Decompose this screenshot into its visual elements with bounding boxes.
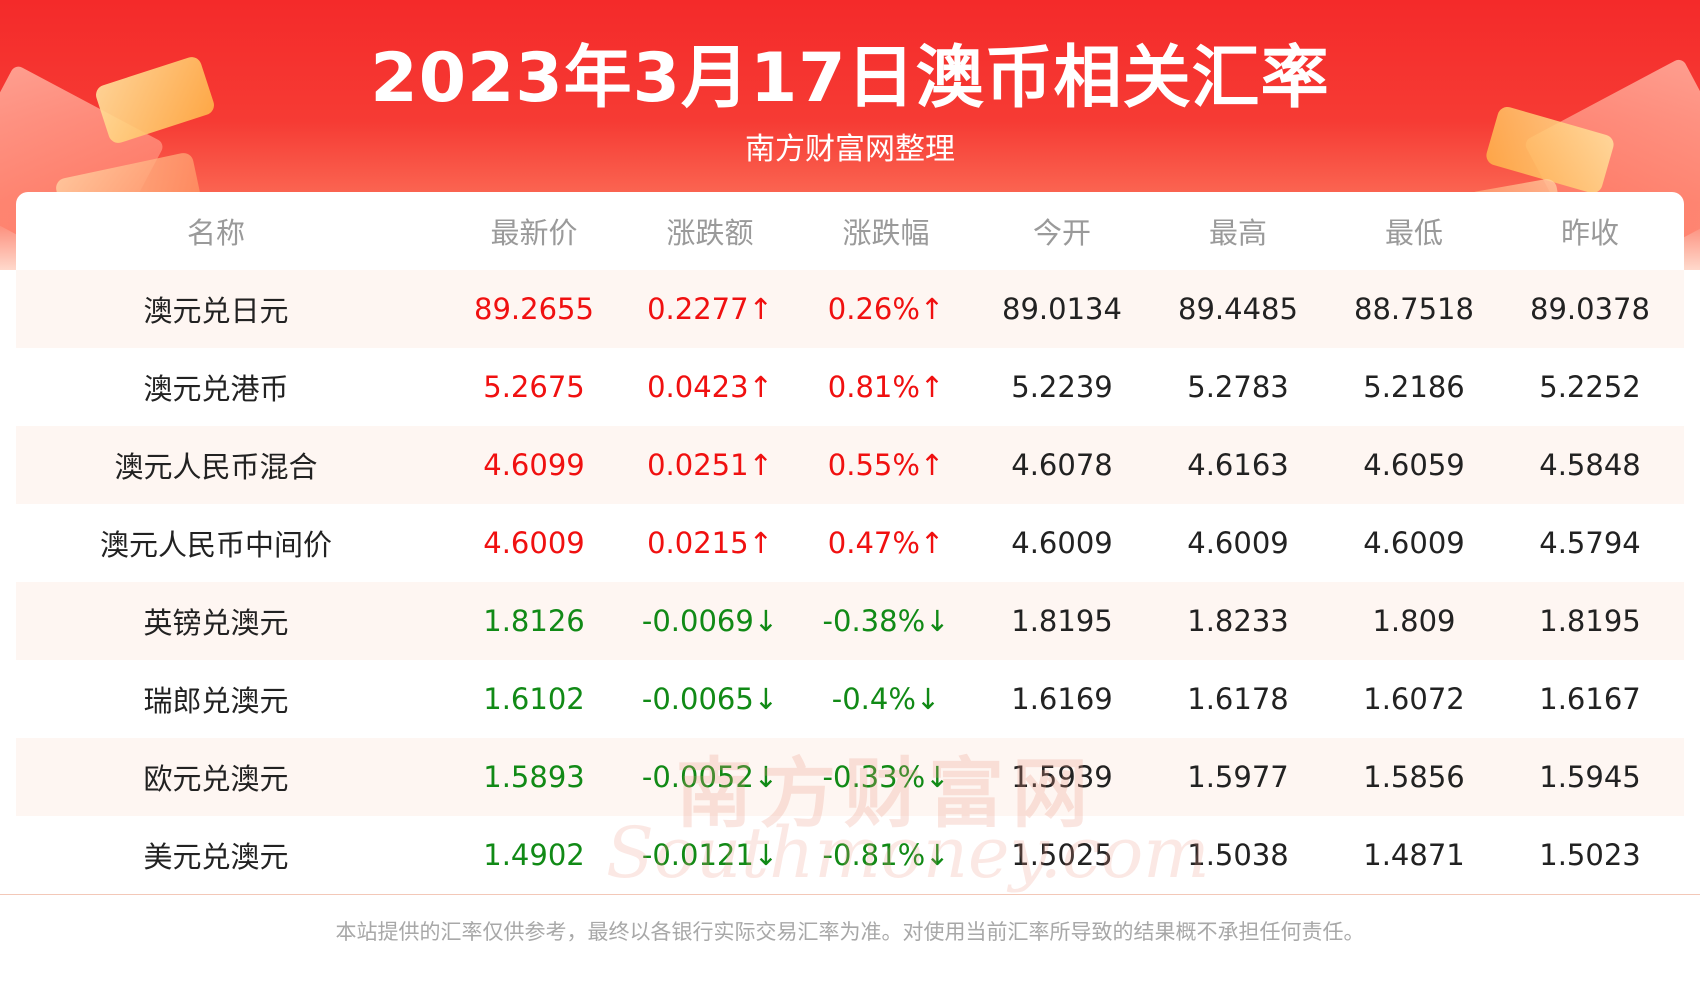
open-price: 1.5939 [1011, 760, 1113, 794]
change-percent: 0.26%↑ [827, 292, 945, 326]
high-price: 89.4485 [1178, 292, 1298, 326]
change-amount: -0.0065↓ [641, 682, 779, 716]
open-price: 1.6169 [1011, 682, 1113, 716]
low-price: 1.5856 [1363, 760, 1465, 794]
change-percent: 0.55%↑ [827, 448, 945, 482]
change-amount: -0.0069↓ [641, 604, 779, 638]
high-price: 1.8233 [1187, 604, 1289, 638]
latest-price: 1.5893 [483, 760, 585, 794]
prev-close: 4.5848 [1539, 448, 1641, 482]
change-percent: -0.33%↓ [822, 760, 950, 794]
high-price: 1.5038 [1187, 838, 1289, 872]
change-amount: -0.0052↓ [641, 760, 779, 794]
open-price: 4.6078 [1011, 448, 1113, 482]
column-header-latest: 最新价 [490, 216, 578, 250]
high-price: 4.6009 [1187, 526, 1289, 560]
exchange-rate-table: 名称 最新价 涨跌额 涨跌幅 今开 最高 最低 昨收 澳元兑日元 89.2655 0… [16, 192, 1684, 894]
table-row: 澳元人民币中间价 4.6009 0.0215↑ 0.47%↑ 4.6009 4.6009 4… [16, 504, 1684, 582]
latest-price: 89.2655 [474, 292, 594, 326]
table-row: 澳元兑港币 5.2675 0.0423↑ 0.81%↑ 5.2239 5.2783 5.21… [16, 348, 1684, 426]
prev-close: 1.6167 [1539, 682, 1641, 716]
latest-price: 1.4902 [483, 838, 585, 872]
high-price: 5.2783 [1187, 370, 1289, 404]
latest-price: 4.6099 [483, 448, 585, 482]
change-percent: 0.81%↑ [827, 370, 945, 404]
table-row: 澳元人民币混合 4.6099 0.0251↑ 0.55%↑ 4.6078 4.6163 4.… [16, 426, 1684, 504]
table-row: 欧元兑澳元 1.5893 -0.0052↓ -0.33%↓ 1.5939 1.5977 1.… [16, 738, 1684, 816]
low-price: 4.6009 [1363, 526, 1465, 560]
open-price: 1.8195 [1011, 604, 1113, 638]
column-header-open: 今开 [1032, 216, 1091, 250]
latest-price: 1.8126 [483, 604, 585, 638]
row-name: 澳元兑港币 [143, 372, 289, 406]
low-price: 5.2186 [1363, 370, 1465, 404]
page-title: 2023年3月17日澳币相关汇率 [370, 39, 1330, 118]
low-price: 1.6072 [1363, 682, 1465, 716]
row-name: 美元兑澳元 [143, 840, 289, 874]
change-amount: 0.0251↑ [647, 448, 773, 482]
column-header-low: 最低 [1384, 216, 1443, 250]
table-row: 瑞郎兑澳元 1.6102 -0.0065↓ -0.4%↓ 1.6169 1.6178 1.6… [16, 660, 1684, 738]
change-amount: 0.0215↑ [647, 526, 773, 560]
row-name: 澳元兑日元 [143, 294, 289, 328]
high-price: 4.6163 [1187, 448, 1289, 482]
table-row: 美元兑澳元 1.4902 -0.0121↓ -0.81%↓ 1.5025 1.5038 1.… [16, 816, 1684, 894]
prev-close: 5.2252 [1539, 370, 1641, 404]
column-header-name: 名称 [186, 216, 245, 250]
open-price: 5.2239 [1011, 370, 1113, 404]
high-price: 1.6178 [1187, 682, 1289, 716]
prev-close: 1.5945 [1539, 760, 1641, 794]
change-amount: 0.0423↑ [647, 370, 773, 404]
latest-price: 5.2675 [483, 370, 585, 404]
prev-close: 1.8195 [1539, 604, 1641, 638]
low-price: 88.7518 [1354, 292, 1474, 326]
open-price: 1.5025 [1011, 838, 1113, 872]
table-header: 名称 最新价 涨跌额 涨跌幅 今开 最高 最低 昨收 [16, 192, 1684, 270]
prev-close: 89.0378 [1530, 292, 1650, 326]
divider [0, 894, 1700, 895]
open-price: 4.6009 [1011, 526, 1113, 560]
column-header-prev-close: 昨收 [1560, 216, 1619, 250]
latest-price: 4.6009 [483, 526, 585, 560]
row-name: 瑞郎兑澳元 [143, 684, 289, 718]
change-percent: -0.4%↓ [831, 682, 941, 716]
latest-price: 1.6102 [483, 682, 585, 716]
change-percent: -0.38%↓ [822, 604, 950, 638]
column-header-change-pct: 涨跌幅 [842, 216, 930, 250]
prev-close: 1.5023 [1539, 838, 1641, 872]
column-header-change: 涨跌额 [666, 216, 754, 250]
high-price: 1.5977 [1187, 760, 1289, 794]
row-name: 澳元人民币混合 [114, 450, 318, 484]
table-row: 澳元兑日元 89.2655 0.2277↑ 0.26%↑ 89.0134 89.4485 8… [16, 270, 1684, 348]
disclaimer: 本站提供的汇率仅供参考，最终以各银行实际交易汇率为准。对使用当前汇率所导致的结果… [335, 920, 1365, 944]
prev-close: 4.5794 [1539, 526, 1641, 560]
open-price: 89.0134 [1002, 292, 1122, 326]
row-name: 欧元兑澳元 [143, 762, 289, 796]
row-name: 澳元人民币中间价 [99, 528, 332, 562]
change-percent: -0.81%↓ [822, 838, 950, 872]
change-amount: -0.0121↓ [641, 838, 779, 872]
column-header-high: 最高 [1208, 216, 1267, 250]
low-price: 1.809 [1372, 604, 1456, 638]
row-name: 英镑兑澳元 [143, 606, 289, 640]
table-row: 英镑兑澳元 1.8126 -0.0069↓ -0.38%↓ 1.8195 1.8233 1.… [16, 582, 1684, 660]
change-percent: 0.47%↑ [827, 526, 945, 560]
page-subtitle: 南方财富网整理 [745, 132, 955, 167]
low-price: 1.4871 [1363, 838, 1465, 872]
low-price: 4.6059 [1363, 448, 1465, 482]
change-amount: 0.2277↑ [647, 292, 773, 326]
